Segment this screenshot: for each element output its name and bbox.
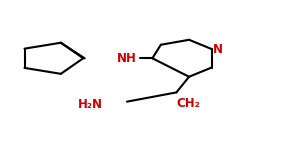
Text: H₂N: H₂N bbox=[78, 98, 103, 111]
Text: N: N bbox=[213, 42, 223, 56]
Text: CH₂: CH₂ bbox=[176, 97, 200, 110]
Text: NH: NH bbox=[117, 52, 137, 65]
